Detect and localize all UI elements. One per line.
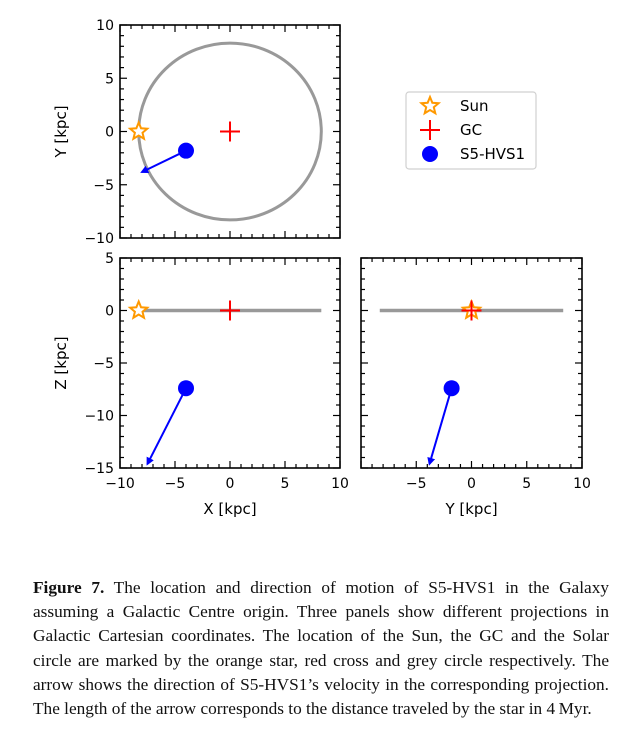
legend-box (405, 91, 537, 170)
s5-hvs1-marker (443, 380, 460, 397)
x-axis-label: Y [kpc] (444, 500, 497, 518)
x-tick-label: 5 (281, 476, 290, 492)
velocity-arrow (140, 149, 187, 173)
axes-frame (119, 24, 341, 239)
y-tick-label: −10 (84, 231, 114, 247)
y-tick-label: 5 (105, 71, 114, 87)
x-tick-label: −10 (105, 476, 135, 492)
legend-s5-hvs1-icon (422, 146, 438, 162)
y-tick-label: −15 (84, 461, 114, 477)
panel-xy: 10 5 0 −5 −10 Y [kpc] (52, 18, 341, 247)
axes-frame (119, 257, 341, 469)
y-tick-label: −5 (93, 356, 114, 372)
y-tick-label: 5 (105, 251, 114, 267)
y-tick-label: −10 (84, 409, 114, 425)
velocity-arrow (146, 387, 187, 466)
y-tick-label: 0 (105, 304, 114, 320)
s5-hvs1-marker (178, 380, 194, 397)
x-tick-label: 0 (226, 476, 235, 492)
x-tick-label: 5 (522, 476, 531, 492)
sun-marker (127, 298, 150, 320)
x-tick-label: 10 (573, 476, 591, 492)
sun-marker (127, 119, 150, 141)
y-tick-label: −5 (93, 178, 114, 194)
s5-hvs1-marker (178, 142, 194, 159)
legend-label: Sun (460, 97, 489, 115)
legend: Sun GC S5-HVS1 (405, 91, 537, 170)
x-axis-label: X [kpc] (203, 500, 256, 518)
x-tick-label: −5 (165, 476, 186, 492)
x-tick-label: −5 (406, 476, 427, 492)
legend-label: S5-HVS1 (460, 145, 525, 163)
panel-yz: −5 0 5 10 Y [kpc] (360, 257, 591, 518)
y-tick-label: 0 (105, 125, 114, 141)
x-tick-label: 0 (467, 476, 476, 492)
velocity-arrow (427, 387, 453, 466)
x-tick-label: 10 (331, 476, 349, 492)
y-axis-label: Z [kpc] (52, 336, 70, 389)
caption-label: Figure 7. (33, 578, 105, 597)
legend-label: GC (460, 121, 482, 139)
figure-caption: Figure 7. The location and direction of … (33, 576, 609, 721)
legend-sun-icon (418, 94, 442, 116)
axes-frame (360, 257, 583, 469)
caption-text: The location and direction of motion of … (33, 578, 609, 719)
y-axis-label: Y [kpc] (52, 105, 70, 158)
y-tick-label: 10 (96, 18, 114, 34)
